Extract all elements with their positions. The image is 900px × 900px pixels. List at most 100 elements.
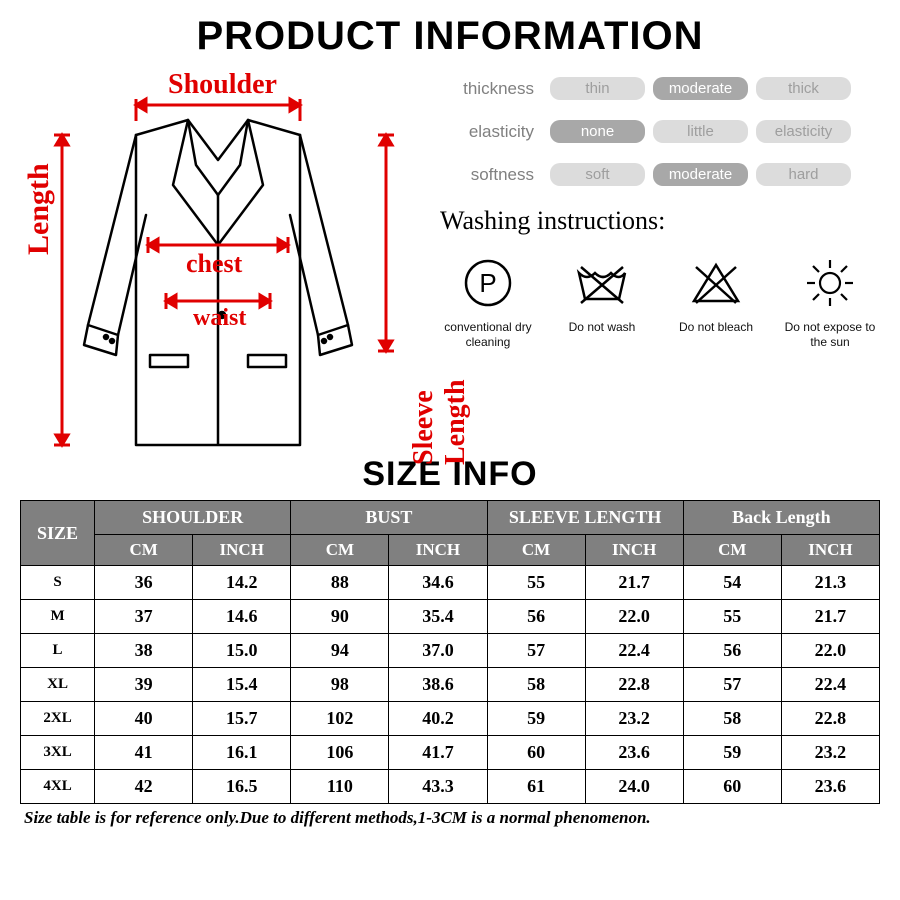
table-cell: 21.3 <box>781 566 879 600</box>
attribute-pill: hard <box>756 163 851 186</box>
wash-no-sun: Do not expose to the sun <box>782 254 878 350</box>
attribute-row: softnesssoftmoderatehard <box>440 163 882 186</box>
table-cell: 16.1 <box>193 736 291 770</box>
table-cell: 59 <box>683 736 781 770</box>
table-cell: 57 <box>683 668 781 702</box>
label-chest: chest <box>186 249 242 279</box>
table-row: M3714.69035.45622.05521.7 <box>21 600 880 634</box>
table-cell: 22.0 <box>585 600 683 634</box>
table-cell: 90 <box>291 600 389 634</box>
no-sun-icon <box>801 254 859 312</box>
info-column: thicknessthinmoderatethickelasticitynone… <box>418 65 882 455</box>
table-cell: 24.0 <box>585 770 683 804</box>
table-cell: 21.7 <box>781 600 879 634</box>
size-cell: M <box>21 600 95 634</box>
table-cell: 15.0 <box>193 634 291 668</box>
footnote: Size table is for reference only.Due to … <box>0 804 900 828</box>
table-cell: 38 <box>95 634 193 668</box>
table-cell: 61 <box>487 770 585 804</box>
attribute-label: elasticity <box>440 122 550 142</box>
table-row: XL3915.49838.65822.85722.4 <box>21 668 880 702</box>
table-cell: 14.6 <box>193 600 291 634</box>
table-cell: 40.2 <box>389 702 487 736</box>
size-table: SIZESHOULDERBUSTSLEEVE LENGTHBack Length… <box>20 500 880 804</box>
table-cell: 37 <box>95 600 193 634</box>
table-cell: 37.0 <box>389 634 487 668</box>
size-cell: 4XL <box>21 770 95 804</box>
table-cell: 22.4 <box>585 634 683 668</box>
table-cell: 88 <box>291 566 389 600</box>
size-cell: 3XL <box>21 736 95 770</box>
table-row: 2XL4015.710240.25923.25822.8 <box>21 702 880 736</box>
table-cell: 40 <box>95 702 193 736</box>
table-cell: 56 <box>487 600 585 634</box>
table-cell: 23.6 <box>781 770 879 804</box>
table-cell: 59 <box>487 702 585 736</box>
table-unit-header: CMINCHCMINCHCMINCHCMINCH <box>21 535 880 566</box>
wash-caption: Do not expose to the sun <box>782 320 878 350</box>
size-cell: 2XL <box>21 702 95 736</box>
attribute-pill: thick <box>756 77 851 100</box>
table-subheader: CM <box>291 535 389 566</box>
table-subheader: CM <box>95 535 193 566</box>
pill-group: none little elasticity <box>550 120 851 143</box>
table-cell: 55 <box>487 566 585 600</box>
table-cell: 110 <box>291 770 389 804</box>
wash-no-wash: Do not wash <box>554 254 650 350</box>
label-waist: waist <box>193 305 246 332</box>
table-cell: 22.8 <box>781 702 879 736</box>
attribute-pill: elasticity <box>756 120 851 143</box>
table-cell: 58 <box>683 702 781 736</box>
table-cell: 16.5 <box>193 770 291 804</box>
table-cell: 60 <box>683 770 781 804</box>
top-area: Shoulder chest waist Length Sleeve Lengt… <box>0 65 900 455</box>
table-cell: 106 <box>291 736 389 770</box>
wash-caption: Do not bleach <box>679 320 753 335</box>
table-cell: 22.0 <box>781 634 879 668</box>
table-cell: 41.7 <box>389 736 487 770</box>
table-cell: 56 <box>683 634 781 668</box>
table-cell: 102 <box>291 702 389 736</box>
size-cell: XL <box>21 668 95 702</box>
label-shoulder: Shoulder <box>168 69 277 101</box>
label-length: Length <box>22 163 56 255</box>
table-cell: 15.4 <box>193 668 291 702</box>
table-subheader: INCH <box>389 535 487 566</box>
table-header: Back Length <box>683 501 879 535</box>
table-cell: 94 <box>291 634 389 668</box>
table-subheader: CM <box>487 535 585 566</box>
washing-icons: P conventional dry cleaning Do not wash <box>440 254 882 350</box>
table-header: SHOULDER <box>95 501 291 535</box>
table-header: BUST <box>291 501 487 535</box>
table-cell: 42 <box>95 770 193 804</box>
size-cell: L <box>21 634 95 668</box>
table-cell: 34.6 <box>389 566 487 600</box>
table-cell: 55 <box>683 600 781 634</box>
attribute-pill: none <box>550 120 645 143</box>
no-wash-icon <box>573 254 631 312</box>
table-cell: 60 <box>487 736 585 770</box>
attribute-row: thicknessthinmoderatethick <box>440 77 882 100</box>
table-subheader: INCH <box>193 535 291 566</box>
table-group-header: SIZESHOULDERBUSTSLEEVE LENGTHBack Length <box>21 501 880 535</box>
table-cell: 38.6 <box>389 668 487 702</box>
no-bleach-icon <box>687 254 745 312</box>
table-cell: 22.8 <box>585 668 683 702</box>
table-header: SLEEVE LENGTH <box>487 501 683 535</box>
table-header: SIZE <box>21 501 95 566</box>
attribute-row: elasticitynonelittleelasticity <box>440 120 882 143</box>
attribute-pill: little <box>653 120 748 143</box>
wash-caption: conventional dry cleaning <box>440 320 536 350</box>
svg-text:P: P <box>479 268 496 298</box>
attribute-pill: moderate <box>653 77 748 100</box>
table-row: 4XL4216.511043.36124.06023.6 <box>21 770 880 804</box>
table-cell: 57 <box>487 634 585 668</box>
table-row: L3815.09437.05722.45622.0 <box>21 634 880 668</box>
attribute-rows: thicknessthinmoderatethickelasticitynone… <box>440 77 882 186</box>
table-cell: 23.2 <box>585 702 683 736</box>
wash-no-bleach: Do not bleach <box>668 254 764 350</box>
attribute-pill: thin <box>550 77 645 100</box>
table-subheader: INCH <box>585 535 683 566</box>
table-subheader: INCH <box>781 535 879 566</box>
measurement-diagram: Shoulder chest waist Length Sleeve Lengt… <box>18 65 418 455</box>
